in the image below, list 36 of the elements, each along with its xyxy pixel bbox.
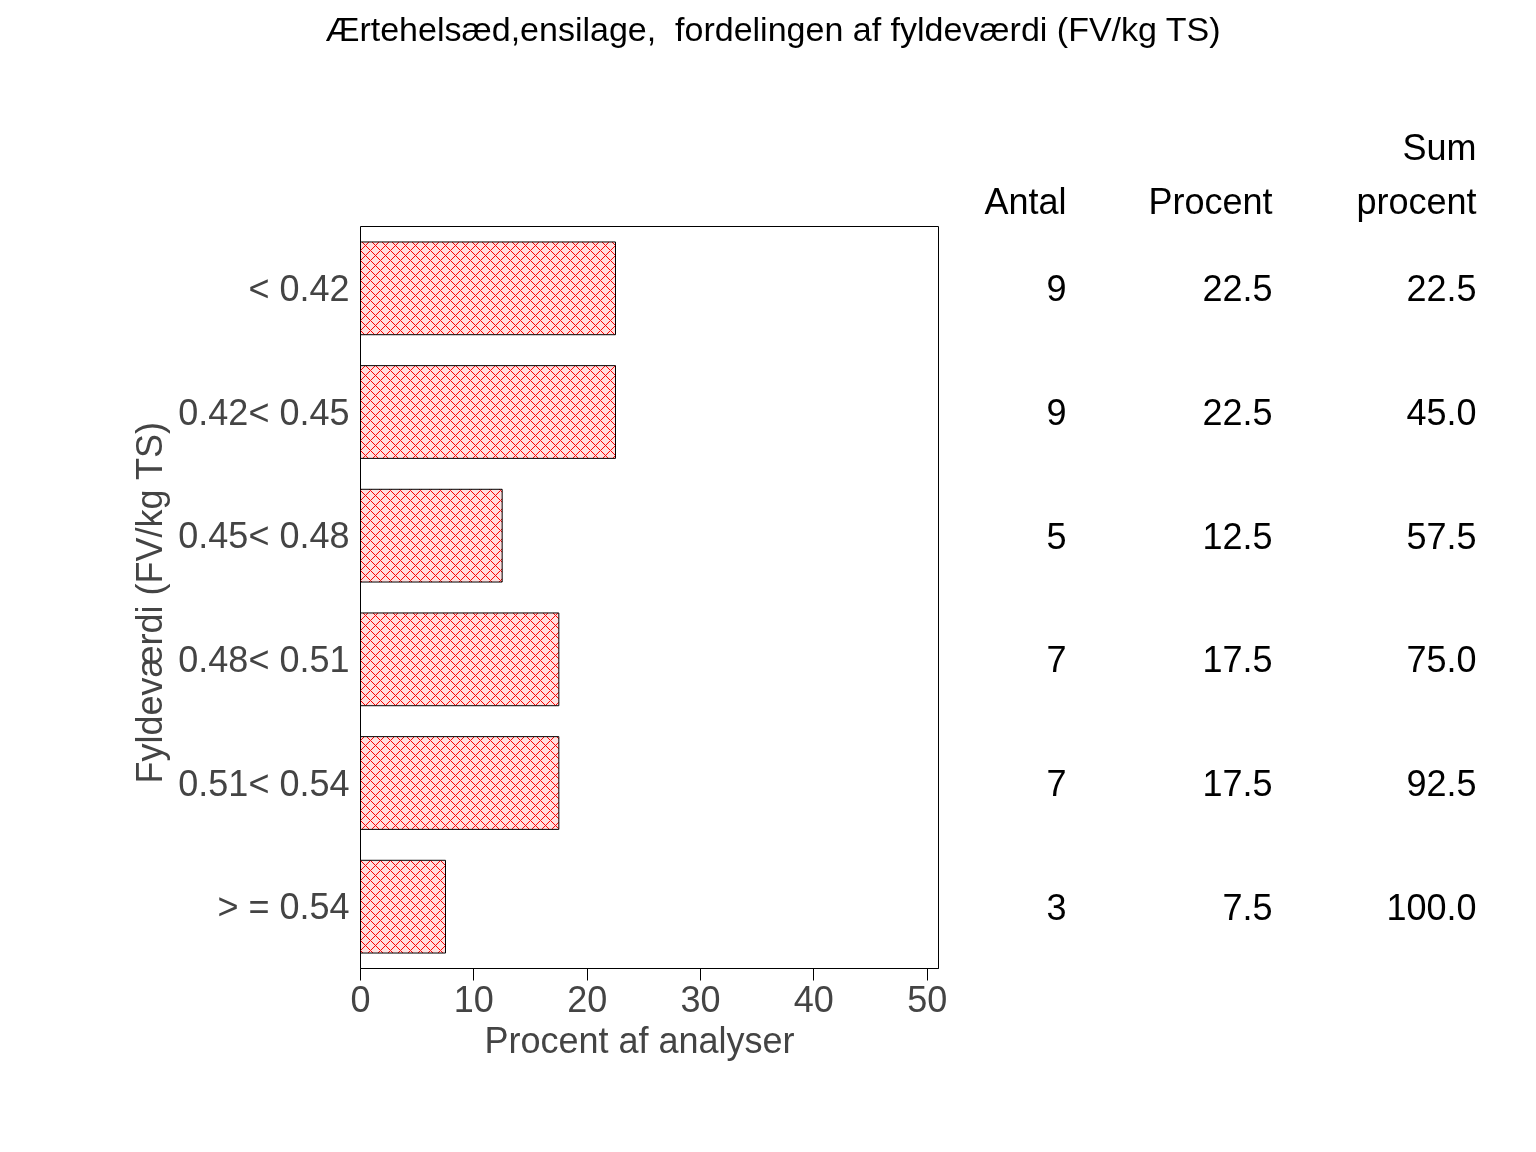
x-tick-label: 10 <box>453 978 494 1020</box>
y-tick-label: > = 0.54 <box>217 886 350 928</box>
y-tick-label: < 0.42 <box>248 267 350 309</box>
data-label: 17.5 <box>1202 763 1273 804</box>
text: 75.0 <box>1406 639 1477 681</box>
text: Procent <box>1148 181 1273 223</box>
text: Sum procent <box>1356 126 1477 223</box>
text: 3 <box>1046 886 1067 928</box>
y-tick-label: 0.48< 0.51 <box>178 638 350 680</box>
data-label: 12.5 <box>1202 515 1273 557</box>
x-tick-label: 0 <box>350 978 371 1020</box>
data-label: 17.5 <box>1202 639 1273 681</box>
data-label: 22.5 <box>1202 268 1273 310</box>
text: 57.5 <box>1406 515 1477 557</box>
text: 100.0 <box>1386 886 1477 928</box>
x-axis-title: Procent af analyser <box>484 1019 795 1061</box>
text: 9 <box>1046 392 1067 433</box>
text: 7 <box>1046 639 1067 681</box>
text: 22.5 <box>1406 268 1477 310</box>
chart-title: Ærtehelsæd,ensilage, fordelingen af fyldeværdi (FV/kg TS) <box>325 9 1221 50</box>
text: 9 <box>1046 268 1067 310</box>
text: 7 <box>1046 763 1067 804</box>
x-tick-label: 30 <box>680 978 721 1020</box>
y-tick-label: 0.45< 0.48 <box>178 515 350 557</box>
text: 92.5 <box>1406 763 1477 804</box>
text: 45.0 <box>1406 392 1477 433</box>
data-label: 22.5 <box>1202 392 1273 433</box>
data-label: 7.5 <box>1222 886 1273 928</box>
x-tick-label: 40 <box>793 978 834 1020</box>
x-tick-label: 20 <box>567 978 608 1020</box>
y-tick-label: 0.42< 0.45 <box>178 391 350 433</box>
text: 5 <box>1046 515 1067 557</box>
y-axis-title: Fyldeværdi (FV/kg TS) <box>129 422 171 784</box>
y-tick-label: 0.51< 0.54 <box>178 762 350 804</box>
text: Antal <box>984 181 1067 223</box>
x-tick-label: 50 <box>907 978 948 1020</box>
